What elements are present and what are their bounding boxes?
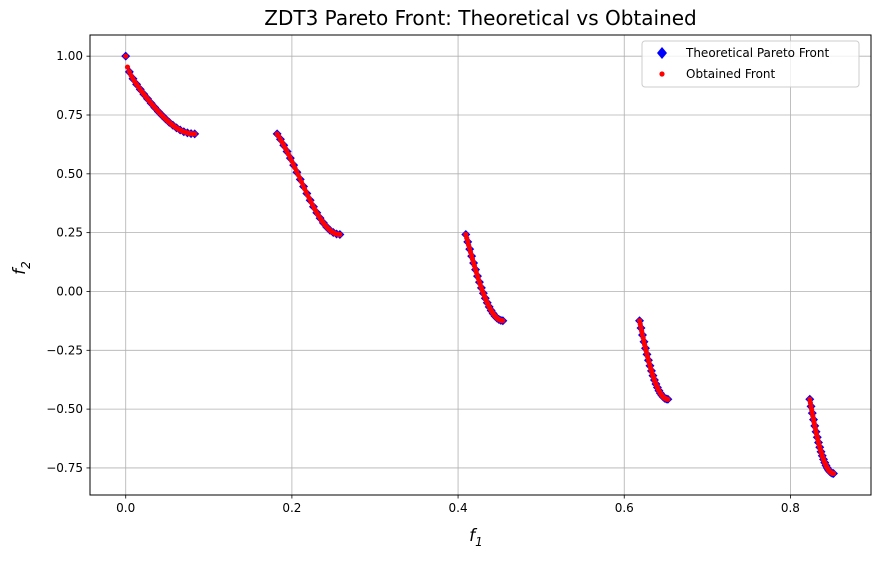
- x-axis-label: f1: [469, 526, 483, 549]
- x-ticks: 0.0 0.2 0.4 0.6 0.8: [116, 495, 800, 515]
- plot-frame: [89, 34, 872, 496]
- obtained-point: [123, 53, 129, 59]
- x-tick-label: 0.4: [449, 501, 468, 515]
- x-tick-label: 0.6: [615, 501, 634, 515]
- legend-marker-obtained: [659, 71, 665, 77]
- y-tick-label: 0.25: [56, 226, 83, 240]
- legend-label-theoretical: Theoretical Pareto Front: [685, 46, 829, 60]
- y-tick-label: 1.00: [56, 49, 83, 63]
- y-tick-label: 0.00: [56, 284, 83, 298]
- obtained-point: [192, 131, 198, 137]
- grid: [90, 35, 871, 495]
- y-tick-label: −0.50: [46, 402, 83, 416]
- x-tick-label: 0.2: [282, 501, 301, 515]
- legend-box: [641, 40, 860, 88]
- series-obtained: [123, 53, 837, 477]
- x-tick-label: 0.8: [781, 501, 800, 515]
- y-axis-label: f2: [10, 261, 33, 275]
- y-tick-label: 0.75: [56, 108, 83, 122]
- legend-label-obtained: Obtained Front: [686, 67, 776, 81]
- y-tick-label: −0.75: [46, 461, 83, 475]
- y-tick-label: 0.50: [56, 167, 83, 181]
- obtained-point: [337, 231, 343, 238]
- x-tick-label: 0.0: [116, 501, 135, 515]
- obtained-point: [124, 64, 131, 70]
- obtained-point: [830, 470, 837, 477]
- y-ticks: −0.75 −0.50 −0.25 0.00 0.25 0.50 0.75 1.00: [46, 49, 90, 475]
- obtained-point: [665, 396, 671, 402]
- y-tick-label: −0.25: [46, 343, 83, 357]
- legend-marker-theoretical: [657, 47, 667, 59]
- chart-title: ZDT3 Pareto Front: Theoretical vs Obtain…: [264, 6, 697, 30]
- obtained-point: [500, 318, 506, 324]
- legend: Theoretical Pareto Front Obtained Front: [641, 40, 860, 88]
